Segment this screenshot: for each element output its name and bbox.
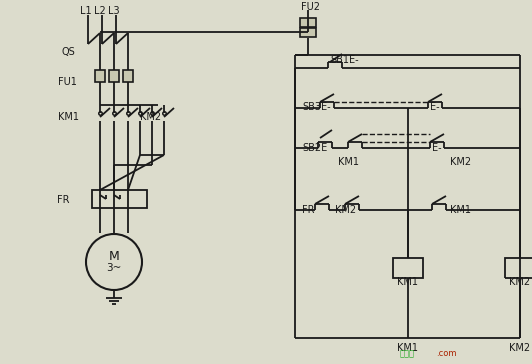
Text: KM1: KM1 — [397, 277, 419, 287]
Text: L3: L3 — [108, 6, 120, 16]
Text: KM1: KM1 — [450, 205, 471, 215]
Text: .com: .com — [436, 349, 456, 359]
Text: KM2: KM2 — [510, 343, 530, 353]
Bar — [393, 258, 423, 278]
Bar — [505, 258, 532, 278]
Text: KM2: KM2 — [450, 157, 471, 167]
Bar — [123, 70, 133, 82]
Text: FU1: FU1 — [58, 77, 77, 87]
Bar — [109, 70, 119, 82]
Text: KM1: KM1 — [338, 157, 359, 167]
Text: FU2: FU2 — [301, 2, 320, 12]
Text: QS: QS — [62, 47, 76, 57]
Text: 3~: 3~ — [106, 263, 122, 273]
Text: L2: L2 — [94, 6, 106, 16]
Text: KM2: KM2 — [510, 277, 530, 287]
Text: KM1: KM1 — [58, 112, 79, 122]
Bar — [92, 190, 147, 208]
Text: M: M — [109, 250, 119, 264]
Bar — [300, 18, 316, 27]
Text: 接线图: 接线图 — [400, 349, 415, 359]
Text: SB3E-: SB3E- — [302, 102, 330, 112]
Bar — [300, 28, 316, 37]
Text: FR: FR — [57, 195, 70, 205]
Circle shape — [86, 234, 142, 290]
Text: KM1: KM1 — [397, 343, 419, 353]
Text: SB2E: SB2E — [302, 143, 327, 153]
Text: SB1E-: SB1E- — [330, 55, 359, 65]
Bar — [95, 70, 105, 82]
Text: KM2: KM2 — [335, 205, 356, 215]
Text: E-: E- — [430, 102, 439, 112]
Text: KM2: KM2 — [140, 112, 161, 122]
Text: E-: E- — [432, 143, 442, 153]
Text: L1: L1 — [80, 6, 92, 16]
Text: FR: FR — [302, 205, 314, 215]
